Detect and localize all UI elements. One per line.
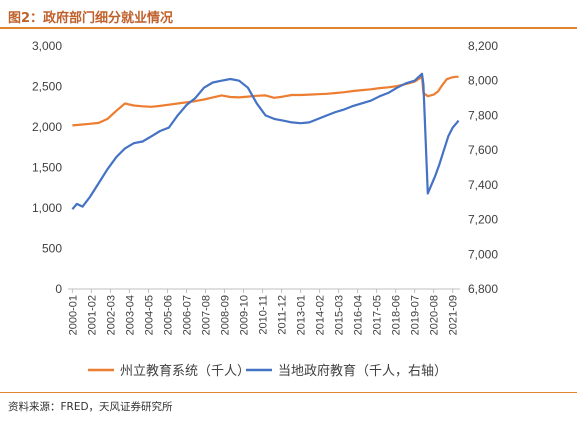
x-tick-label: 2010-11 xyxy=(258,295,270,335)
legend-label-state-education: 州立教育系统（千人） xyxy=(120,363,250,378)
x-tick-label: 2014-02 xyxy=(315,295,327,335)
x-tick-label: 2021-09 xyxy=(448,295,460,335)
y-right-tick-label: 7,600 xyxy=(468,143,498,157)
legend-label-local-education: 当地政府教育（千人，右轴） xyxy=(278,363,447,378)
x-tick-label: 2004-05 xyxy=(143,295,155,335)
series-line-local-education xyxy=(71,72,460,210)
chart-legend: 州立教育系统（千人） 当地政府教育（千人，右轴） xyxy=(88,363,447,378)
y-left-tick-label: 500 xyxy=(42,242,62,256)
y-right-tick-label: 7,800 xyxy=(468,108,498,122)
x-tick-label: 2019-07 xyxy=(410,295,422,335)
y-right-tick-label: 6,800 xyxy=(468,282,498,296)
x-tick-label: 2009-10 xyxy=(239,295,251,335)
bottom-rule xyxy=(0,392,577,393)
chart-series xyxy=(71,72,460,210)
y-left-tick-label: 2,000 xyxy=(32,120,62,134)
y-left-tick-label: 1,500 xyxy=(32,161,62,175)
x-tick-label: 2001-02 xyxy=(86,295,98,335)
x-tick-label: 2008-09 xyxy=(220,295,232,335)
y-left-tick-label: 2,500 xyxy=(32,80,62,94)
source-note: 资料来源：FRED，天风证券研究所 xyxy=(8,401,173,413)
y-right-tick-label: 8,200 xyxy=(468,39,498,53)
x-tick-label: 2003-04 xyxy=(124,295,136,335)
chart-axes: 0 500 1,000 1,500 2,000 2,500 3,000 6,800 7,000 7… xyxy=(32,39,498,335)
y-left-tick-label: 3,000 xyxy=(32,39,62,53)
x-tick-label: 2005-06 xyxy=(162,295,174,335)
x-tick-label: 2006-07 xyxy=(181,295,193,335)
y-left-tick-label: 0 xyxy=(55,282,62,296)
x-tick-label: 2018-06 xyxy=(391,295,403,335)
y-left-tick-label: 1,000 xyxy=(32,201,62,215)
employment-line-chart: 0 500 1,000 1,500 2,000 2,500 3,000 6,800 7,000 7… xyxy=(32,39,498,378)
x-tick-label: 2020-08 xyxy=(429,295,441,335)
x-tick-label: 2013-01 xyxy=(296,295,308,335)
x-tick-label: 2017-05 xyxy=(372,295,384,335)
x-tick-label: 2002-03 xyxy=(105,295,117,335)
x-tick-label: 2015-03 xyxy=(334,295,346,335)
x-tick-label: 2011-12 xyxy=(277,295,289,335)
series-line-state-education xyxy=(72,75,459,127)
figure-title: 图2：政府部门细分就业情况 xyxy=(8,11,174,26)
y-right-tick-label: 7,000 xyxy=(468,247,498,261)
y-right-tick-label: 7,200 xyxy=(468,213,498,227)
top-rule xyxy=(0,27,577,29)
y-right-tick-label: 7,400 xyxy=(468,178,498,192)
x-tick-label: 2007-08 xyxy=(200,295,212,335)
y-right-tick-label: 8,000 xyxy=(468,74,498,88)
x-tick-label: 2016-04 xyxy=(353,295,365,335)
x-tick-label: 2000-01 xyxy=(67,295,79,335)
